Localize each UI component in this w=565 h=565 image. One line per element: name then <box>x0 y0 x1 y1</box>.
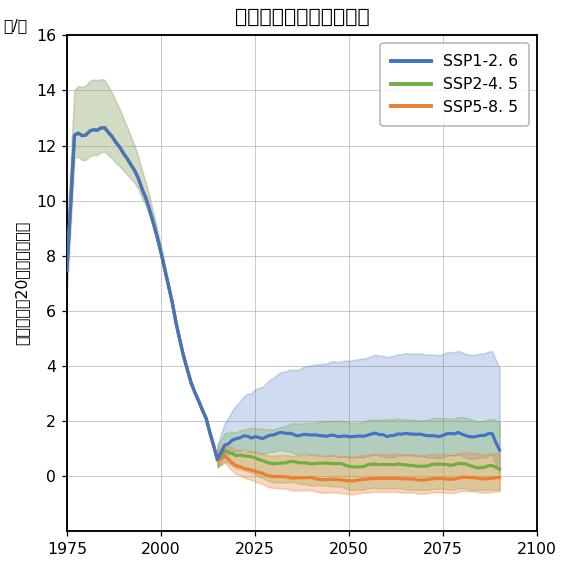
Legend: SSP1-2. 6, SSP2-4. 5, SSP5-8. 5: SSP1-2. 6, SSP2-4. 5, SSP5-8. 5 <box>380 44 529 126</box>
Y-axis label: 冬日日数（20年移動平均）: 冬日日数（20年移動平均） <box>15 221 29 345</box>
Text: 日/年: 日/年 <box>3 18 28 33</box>
Title: 神奈川県の冬日数の変化: 神奈川県の冬日数の変化 <box>234 8 370 27</box>
